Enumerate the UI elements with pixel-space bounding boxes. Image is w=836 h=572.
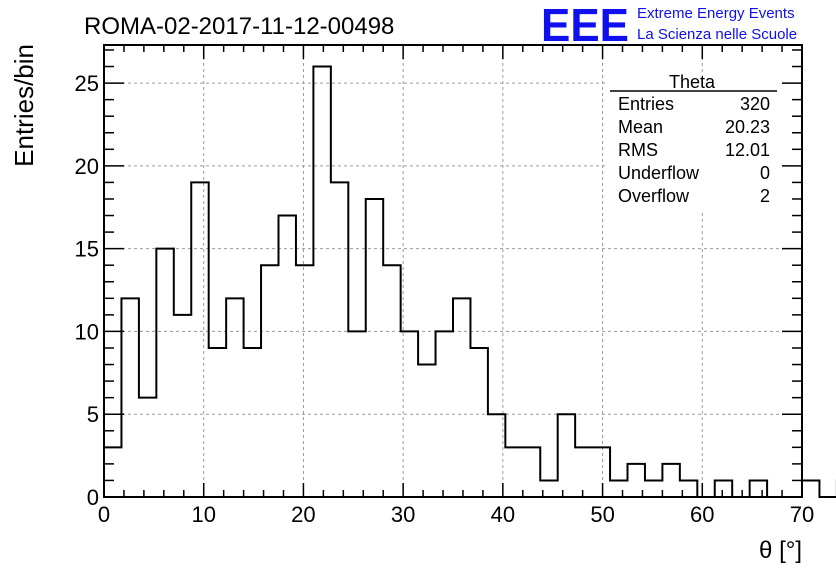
- y-tick-label: 0: [87, 485, 99, 510]
- stats-value-underflow: 0: [760, 163, 770, 183]
- x-tick-label: 60: [690, 502, 714, 527]
- run-title: ROMA-02-2017-11-12-00498: [84, 13, 394, 40]
- x-tick-label: 50: [590, 502, 614, 527]
- stats-box: Theta Entries 320 Mean 20.23 RMS 12.01 U…: [607, 72, 779, 210]
- stats-value-entries: 320: [740, 94, 770, 114]
- plot-frame: [103, 44, 803, 498]
- stats-label-underflow: Underflow: [618, 163, 700, 183]
- stats-label-overflow: Overflow: [618, 186, 690, 206]
- stats-value-rms: 12.01: [725, 140, 770, 160]
- x-tick-label: 20: [291, 502, 315, 527]
- y-tick-label: 5: [87, 402, 99, 427]
- stats-label-mean: Mean: [618, 117, 663, 137]
- y-tick-label: 10: [75, 319, 99, 344]
- stats-title: Theta: [669, 72, 716, 92]
- logo-line-2: La Scienza nelle Scuole: [637, 26, 797, 43]
- y-tick-label: 25: [75, 71, 99, 96]
- stats-box-background: [607, 74, 779, 210]
- x-tick-label: 70: [790, 502, 814, 527]
- y-tick-label: 20: [75, 154, 99, 179]
- y-tick-label: 15: [75, 237, 99, 262]
- stats-label-entries: Entries: [618, 94, 674, 114]
- stats-label-rms: RMS: [618, 140, 658, 160]
- eee-logo: EEE: [541, 0, 629, 51]
- logo-line-1: Extreme Energy Events: [637, 5, 795, 22]
- x-tick-label: 10: [191, 502, 215, 527]
- x-tick-label: 30: [391, 502, 415, 527]
- axis-ticks: [103, 45, 803, 498]
- x-axis-label: θ [°]: [759, 537, 802, 564]
- x-tick-label: 40: [491, 502, 515, 527]
- y-axis-label: Entries/bin: [9, 44, 39, 167]
- x-tick-label: 0: [98, 502, 110, 527]
- stats-value-overflow: 2: [760, 186, 770, 206]
- stats-value-mean: 20.23: [725, 117, 770, 137]
